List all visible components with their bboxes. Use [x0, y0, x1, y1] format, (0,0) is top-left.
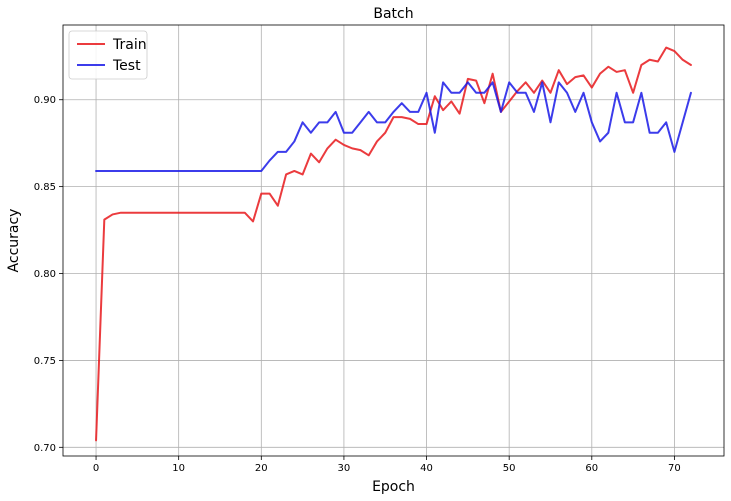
legend: Train Test	[68, 30, 148, 80]
legend-label-test: Test	[112, 58, 141, 74]
y-tick-label: 0.90	[34, 95, 56, 106]
y-tick-label: 0.70	[34, 443, 56, 454]
plot-frame	[62, 24, 725, 457]
grid	[63, 25, 724, 456]
chart-title: Batch	[373, 6, 413, 22]
axis-ticks: 0 10 20 30 40 50 60 70 0.70 0.75 0.80 0.85 0.90	[34, 95, 681, 474]
x-tick-label: 50	[503, 463, 516, 474]
legend-label-train: Train	[112, 37, 147, 53]
x-axis-label: Epoch	[372, 479, 415, 495]
y-tick-label: 0.80	[34, 269, 56, 280]
y-axis-label: Accuracy	[6, 209, 22, 273]
y-tick-label: 0.85	[34, 182, 56, 193]
series-line-train	[95, 46, 692, 442]
series-lines	[95, 46, 692, 442]
x-tick-label: 30	[338, 463, 351, 474]
x-tick-label: 60	[585, 463, 598, 474]
y-tick-label: 0.75	[34, 356, 56, 367]
x-tick-label: 40	[420, 463, 433, 474]
x-tick-label: 0	[93, 463, 99, 474]
x-tick-label: 20	[255, 463, 268, 474]
x-tick-label: 70	[668, 463, 681, 474]
series-line-test	[95, 81, 692, 172]
x-tick-label: 10	[172, 463, 185, 474]
